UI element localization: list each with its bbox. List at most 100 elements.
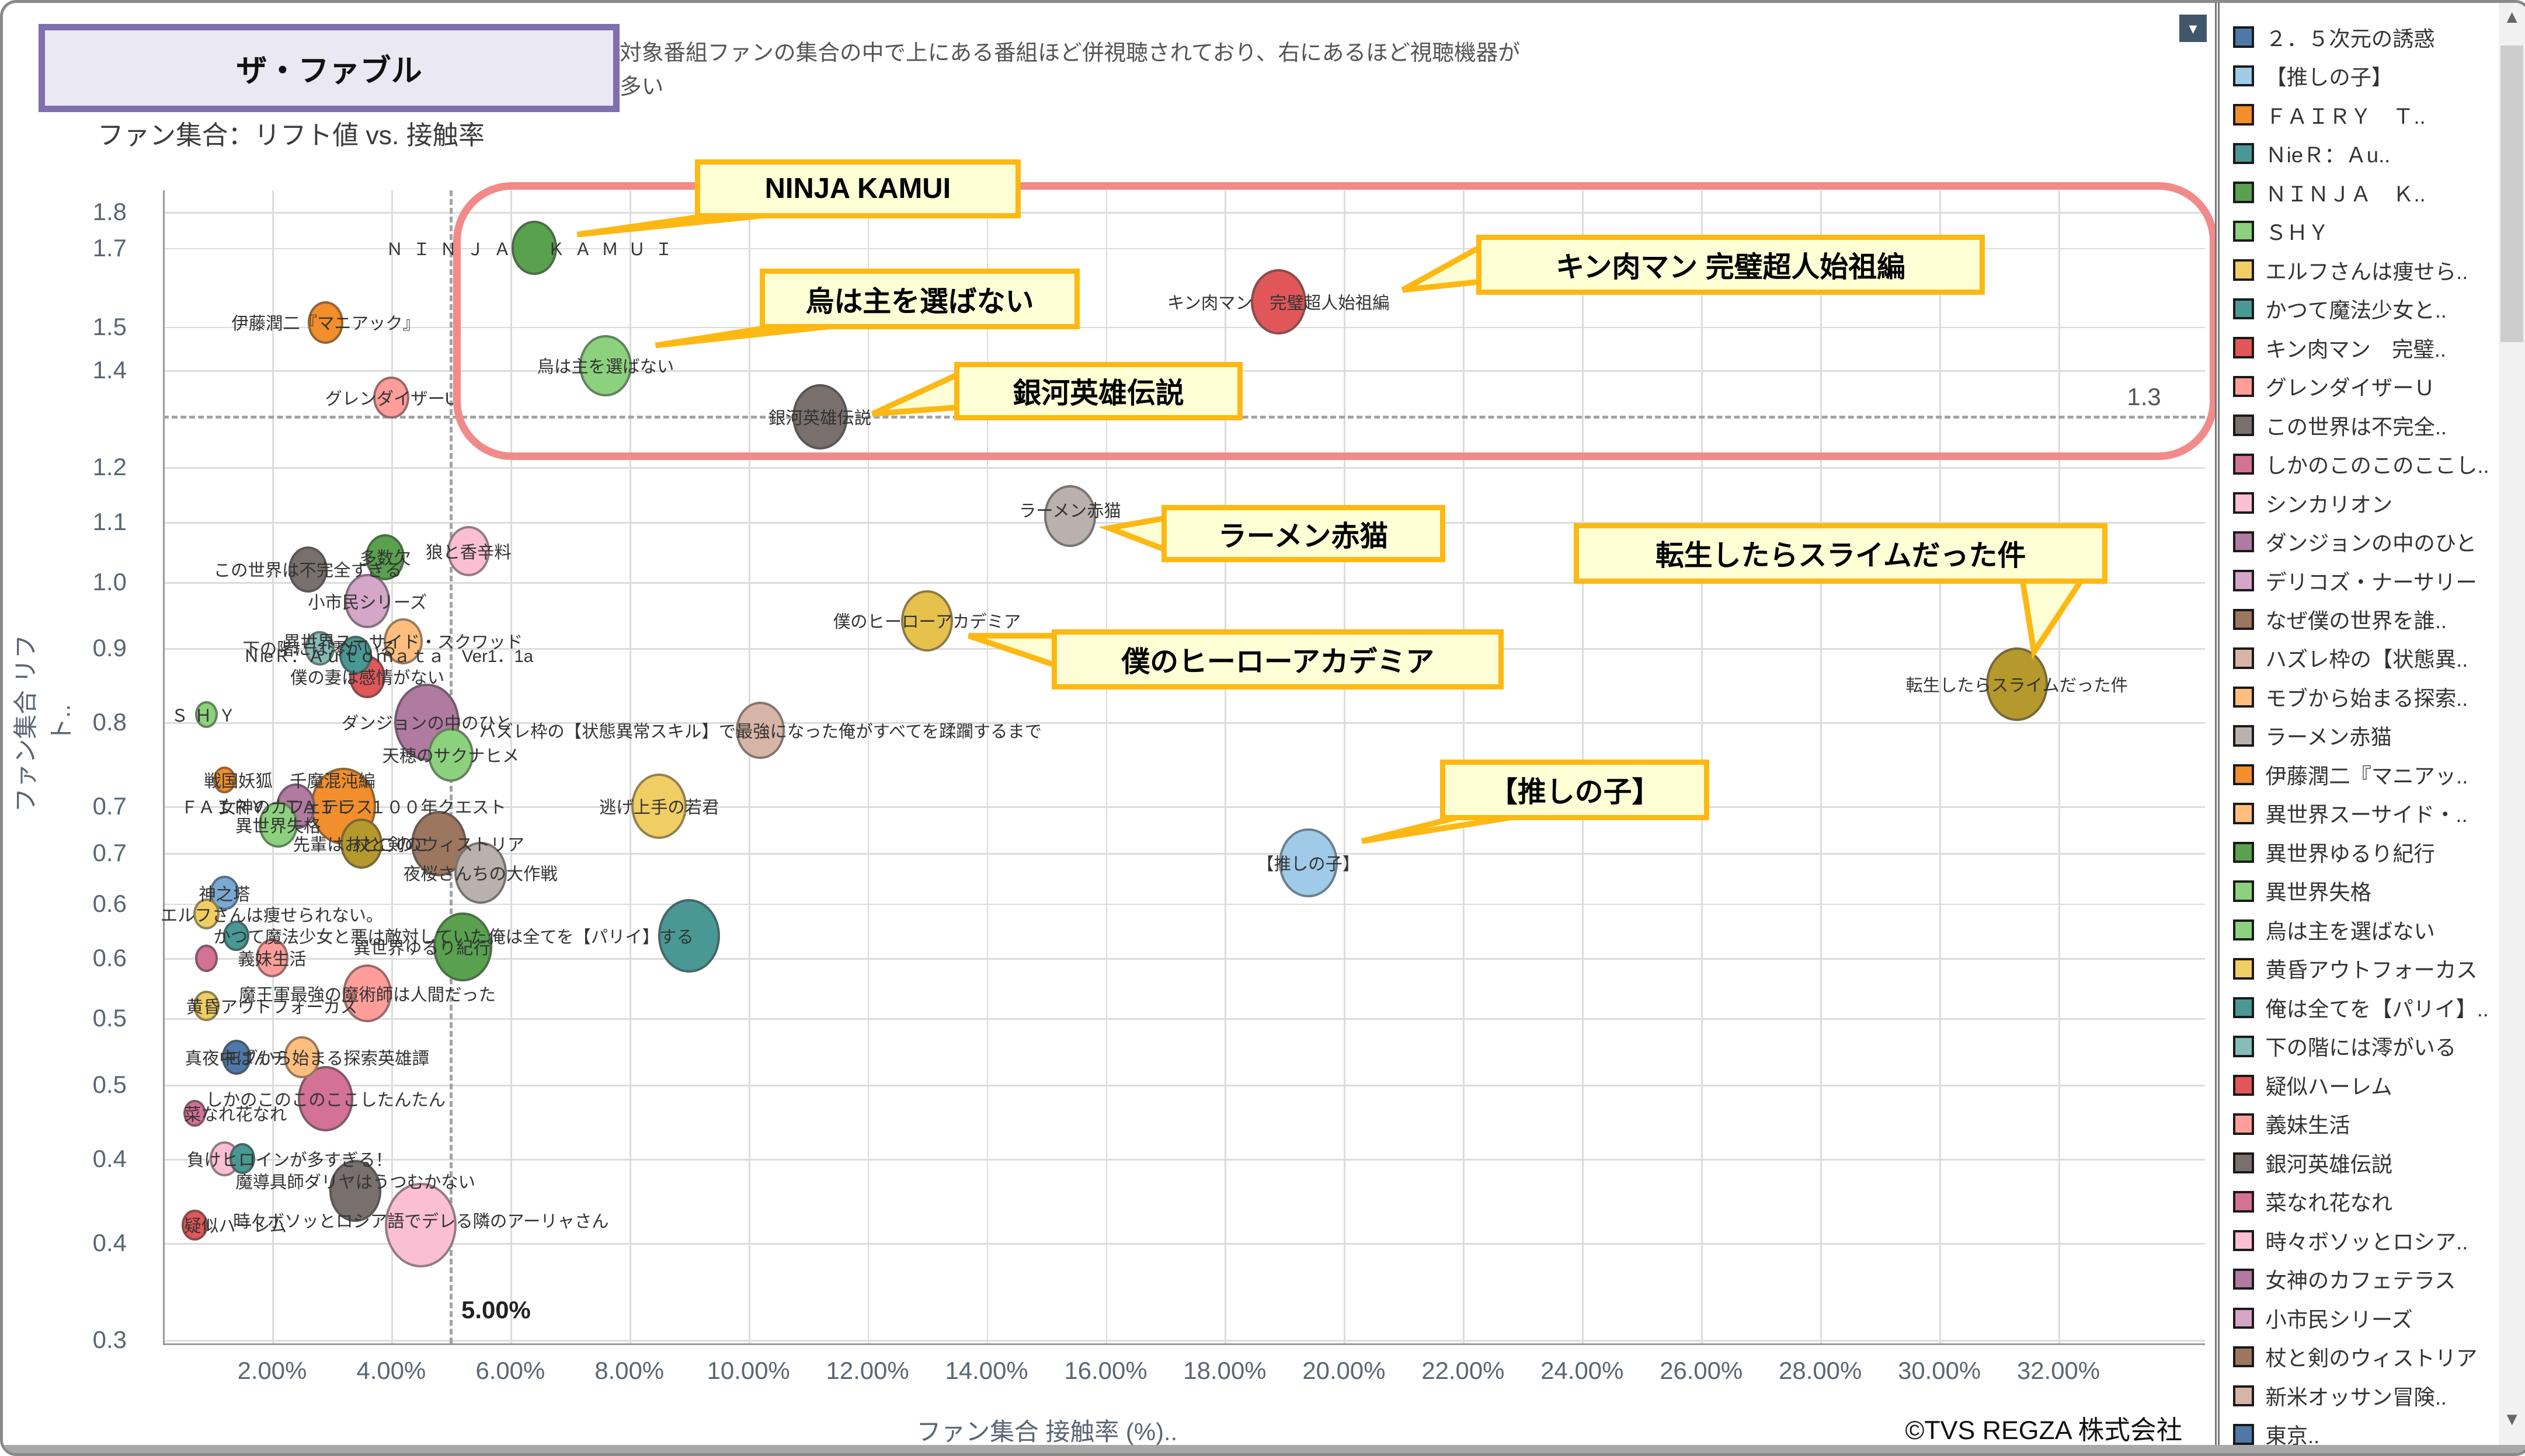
legend-item[interactable]: ダンジョンの中のひと xyxy=(2232,524,2477,559)
legend-item[interactable]: ハズレ枠の【状態異.. xyxy=(2232,640,2468,676)
data-point[interactable] xyxy=(343,964,392,1023)
legend-item-label: ＮＩＮＪＡ Ｋ.. xyxy=(2265,182,2426,206)
legend-item[interactable]: 疑似ハーレム xyxy=(2232,1067,2392,1103)
data-point[interactable] xyxy=(1985,647,2048,721)
data-point[interactable] xyxy=(193,898,220,930)
data-point[interactable] xyxy=(631,774,687,840)
data-point[interactable] xyxy=(1044,485,1097,547)
legend-item[interactable]: 銀河英雄伝説 xyxy=(2232,1145,2393,1180)
legend-item[interactable]: 義妹生活 xyxy=(2232,1106,2350,1142)
legend-item[interactable]: 異世界スーサイド・.. xyxy=(2232,796,2468,831)
legend-item[interactable]: ＳＨＹ xyxy=(2232,213,2329,249)
legend-item[interactable]: シンカリオン xyxy=(2232,485,2392,521)
data-point[interactable] xyxy=(288,546,328,593)
legend-item[interactable]: 時々ボソッとロシア.. xyxy=(2232,1222,2468,1258)
legend-item[interactable]: 女神のカフェテラス xyxy=(2232,1262,2456,1297)
legend-swatch-icon xyxy=(2232,182,2254,203)
data-point[interactable] xyxy=(258,802,298,848)
legend-scrollbar-thumb[interactable] xyxy=(2500,45,2524,343)
legend-item[interactable]: 杖と剣のウィストリア xyxy=(2232,1339,2477,1375)
legend-item[interactable]: キン肉マン 完璧.. xyxy=(2232,330,2446,365)
data-point[interactable] xyxy=(339,636,372,675)
legend-item[interactable]: ＮieＲ：Ａu.. xyxy=(2232,135,2390,171)
legend-item-label: ＳＨＹ xyxy=(2265,221,2329,245)
reference-line-v-label: 5.00% xyxy=(461,1296,531,1324)
legend-item-label: 銀河英雄伝説 xyxy=(2265,1152,2393,1176)
data-point-label: この世界は不完全すぎる xyxy=(213,561,402,581)
data-point[interactable] xyxy=(1278,828,1338,898)
data-point[interactable] xyxy=(183,1099,206,1127)
data-point[interactable] xyxy=(433,912,492,982)
data-point[interactable] xyxy=(182,1210,208,1241)
legend-item[interactable]: 烏は主を選ばない xyxy=(2232,912,2435,948)
data-point[interactable] xyxy=(658,899,720,973)
legend-item[interactable]: しかのこのこのここし.. xyxy=(2232,446,2489,482)
legend-item[interactable]: この世界は不完全.. xyxy=(2232,407,2447,443)
legend-item[interactable]: 俺は全てを【パリイ】.. xyxy=(2232,990,2489,1025)
legend-item[interactable]: ラーメン赤猫 xyxy=(2232,718,2392,754)
legend-item[interactable]: モブから始まる探索.. xyxy=(2232,679,2468,715)
legend-item[interactable]: グレンダイザーＵ xyxy=(2232,368,2435,404)
data-point[interactable] xyxy=(223,920,250,952)
data-point[interactable] xyxy=(213,767,236,794)
dropdown-button[interactable]: ▾ xyxy=(2179,14,2207,43)
data-point[interactable] xyxy=(383,618,423,665)
data-point[interactable] xyxy=(195,945,218,972)
legend-item-label: 下の階には澪がいる xyxy=(2265,1036,2457,1060)
legend-item[interactable]: 東京.. xyxy=(2232,1417,2319,1452)
legend-item[interactable]: 菜なれ花なれ xyxy=(2232,1184,2392,1220)
x-gridline xyxy=(391,190,393,1344)
legend-item[interactable]: 小市民シリーズ xyxy=(2232,1300,2413,1336)
legend-item[interactable]: ＦＡＩＲＹ Ｔ.. xyxy=(2232,97,2426,133)
data-point[interactable] xyxy=(256,939,288,978)
legend-item[interactable]: ２．５次元の誘惑 xyxy=(2232,19,2435,55)
legend-item[interactable]: 伊藤潤二『マニアッ.. xyxy=(2232,757,2468,792)
scroll-up-icon[interactable]: ▲ xyxy=(2503,6,2521,27)
data-point[interactable] xyxy=(792,384,848,450)
legend-item[interactable]: 異世界失格 xyxy=(2232,873,2371,909)
legend-item[interactable]: デリコズ・ナーサリー xyxy=(2232,563,2477,598)
data-point-label: 天穂のサクナヒメ xyxy=(382,746,520,766)
data-point[interactable] xyxy=(329,1160,382,1222)
callout-annotation: NINJA KAMUI xyxy=(694,159,1021,218)
data-point[interactable] xyxy=(366,534,405,581)
data-point[interactable] xyxy=(195,701,218,729)
legend-item[interactable]: ＮＩＮＪＡ Ｋ.. xyxy=(2232,175,2426,210)
data-point[interactable] xyxy=(210,876,239,911)
data-point[interactable] xyxy=(447,526,490,576)
data-point[interactable] xyxy=(284,1036,320,1079)
legend-item[interactable]: 下の階には澪がいる xyxy=(2232,1029,2457,1064)
data-point[interactable] xyxy=(454,842,507,904)
data-point[interactable] xyxy=(736,701,785,760)
bottom-scrollbar[interactable] xyxy=(3,1444,2525,1453)
legend-item[interactable]: 異世界ゆるり紀行 xyxy=(2232,834,2435,870)
legend-swatch-icon xyxy=(2232,259,2254,281)
data-point[interactable] xyxy=(193,990,220,1022)
data-point[interactable] xyxy=(511,221,557,275)
legend-item[interactable]: エルフさんは痩せら.. xyxy=(2232,252,2468,288)
data-point[interactable] xyxy=(427,727,474,782)
legend-item[interactable]: 黄昏アウトフォーカス xyxy=(2232,951,2477,987)
data-point[interactable] xyxy=(385,1182,457,1267)
x-tick-label: 16.00% xyxy=(1064,1356,1147,1384)
legend-item[interactable]: 新米オッサン冒険.. xyxy=(2232,1378,2447,1413)
legend-item[interactable]: 【推しの子】 xyxy=(2232,58,2392,93)
data-point[interactable] xyxy=(221,1040,251,1075)
data-point[interactable] xyxy=(229,1143,256,1175)
data-point[interactable] xyxy=(1250,269,1306,335)
legend-item[interactable]: なぜ僕の世界を誰.. xyxy=(2232,601,2447,637)
legend-swatch-icon xyxy=(2232,570,2254,591)
data-point[interactable] xyxy=(345,574,391,628)
y-gridline xyxy=(162,903,2206,905)
data-point-label: 魔導具師ダリヤはうつむかない xyxy=(235,1173,475,1193)
data-point[interactable] xyxy=(340,818,383,869)
data-point-label: 烏は主を選ばない xyxy=(537,357,674,377)
data-point[interactable] xyxy=(308,301,344,344)
chart-subtitle: ファン集合：リフト値 vs. 接触率 xyxy=(98,121,485,150)
legend-item[interactable]: かつて魔法少女と.. xyxy=(2232,291,2447,326)
data-point[interactable] xyxy=(373,376,409,419)
scroll-down-icon[interactable]: ▼ xyxy=(2503,1409,2521,1430)
data-point[interactable] xyxy=(305,631,335,666)
data-point[interactable] xyxy=(900,590,954,652)
data-point[interactable] xyxy=(579,335,632,396)
